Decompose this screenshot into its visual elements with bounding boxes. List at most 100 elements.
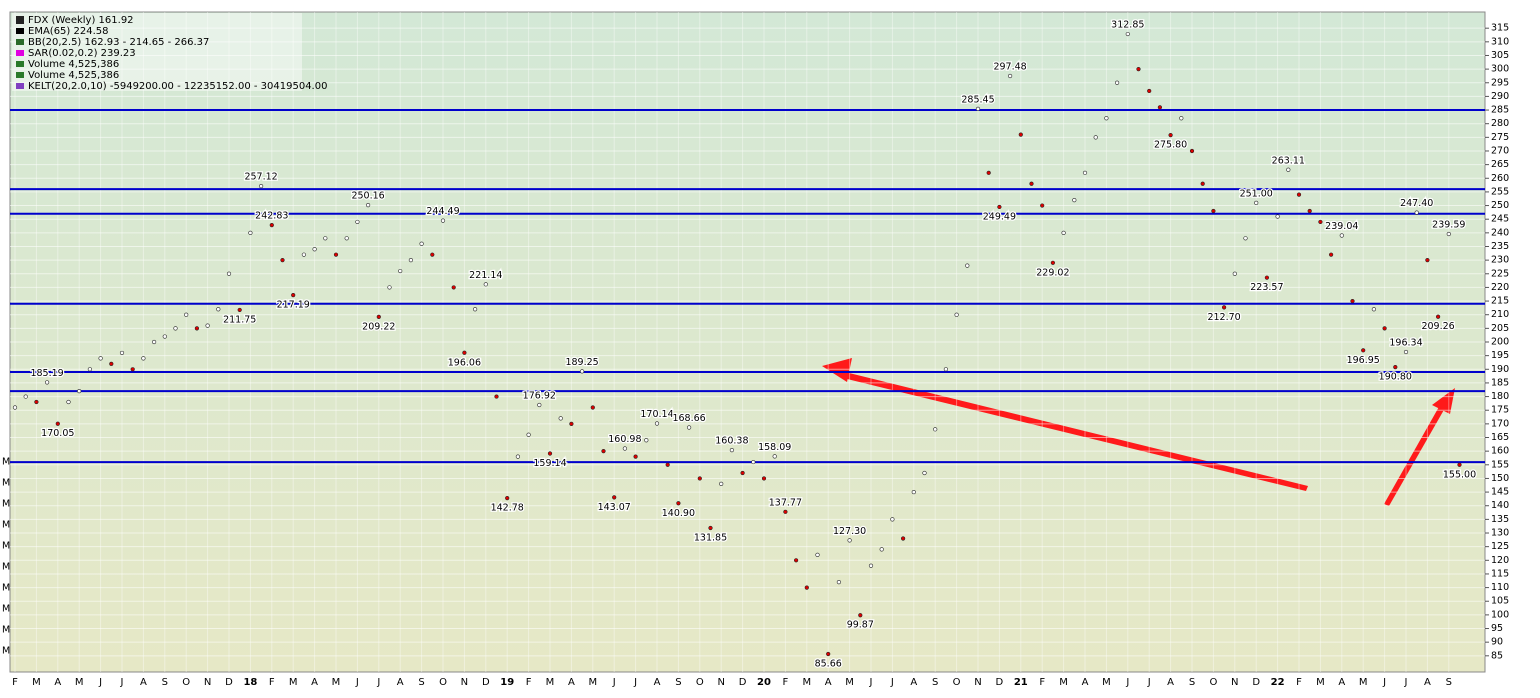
y-tick-label: 305 [1491,50,1509,61]
price-point [697,476,702,481]
price-point [473,307,478,312]
price-point [526,432,531,437]
y-tick-label: 150 [1491,473,1509,484]
price-point [398,268,403,274]
x-tick-label: M [289,677,298,688]
value-label: 239.59 [1432,219,1465,230]
price-point [184,312,189,317]
y-tick-label: 110 [1491,582,1509,593]
x-tick-label: O [439,677,447,688]
y-tick-label: 260 [1491,173,1509,184]
arrow-head [1432,388,1455,414]
price-point [751,459,756,465]
price-point [997,204,1002,210]
value-label: 190.80 [1379,372,1412,383]
y-tick-label: 230 [1491,255,1509,266]
x-tick-label: F [12,677,18,688]
y-tick-label: 300 [1491,64,1509,75]
price-point [1018,132,1023,137]
volume-axis-label: M [2,478,10,489]
y-tick-label: 290 [1491,91,1509,102]
value-label: 196.06 [448,357,481,368]
y-tick-label: 295 [1491,77,1509,88]
x-tick-label: F [1039,677,1045,688]
x-tick-label: D [225,677,233,688]
price-point [1243,236,1248,241]
price-point [130,367,135,372]
price-point [1382,326,1387,331]
price-point [868,563,874,568]
value-label: 297.48 [993,61,1026,72]
y-tick-label: 195 [1491,350,1509,361]
arrow [1384,405,1445,506]
value-label: 170.05 [41,428,74,439]
value-label: 185.19 [30,368,63,379]
legend-swatch [16,16,24,24]
price-point [665,462,670,467]
price-point [569,421,574,426]
price-point [890,517,895,522]
y-tick-label: 175 [1491,405,1509,416]
price-point [291,292,296,298]
price-point [1275,214,1280,219]
price-point [601,449,606,454]
x-tick-label: A [54,677,61,688]
price-point [152,339,157,345]
x-tick-label: A [1167,677,1174,688]
volume-axis-label: M [2,541,10,552]
value-label: 263.11 [1272,155,1305,166]
x-tick-label: J [869,677,873,688]
x-tick-label: N [974,677,981,688]
price-point [1361,348,1366,353]
price-point [1072,198,1077,203]
x-tick-label: J [1404,677,1408,688]
y-tick-label: 255 [1491,186,1509,197]
price-point [1029,181,1034,186]
x-tick-label: M [1059,677,1068,688]
price-point [676,501,681,506]
price-point [333,252,339,257]
price-point [1179,116,1184,121]
x-tick-label: S [932,677,938,688]
price-point [237,307,242,313]
price-point [1211,208,1216,214]
price-point [1328,252,1334,257]
price-point [344,236,349,241]
y-tick-label: 130 [1491,528,1509,539]
x-tick-label: J [633,677,637,688]
price-point [1125,31,1130,37]
x-tick-label: A [140,677,147,688]
arrow-head [822,358,852,382]
x-tick-label: J [98,677,102,688]
value-label: 142.78 [491,503,524,514]
price-point [729,448,735,453]
y-tick-label: 235 [1491,241,1509,252]
price-point [23,394,28,399]
volume-axis-label: M [2,562,10,573]
y-tick-label: 125 [1491,541,1509,552]
x-tick-label: J [355,677,359,688]
x-tick-label: F [269,677,275,688]
price-point [1157,105,1162,110]
legend-swatch [16,39,24,45]
price-point [943,367,949,372]
price-point [1168,133,1173,138]
legend-label: BB(20,2.5) 162.93 - 214.65 - 266.37 [28,37,209,48]
x-tick-label: M [1316,677,1325,688]
y-tick-label: 210 [1491,309,1509,320]
x-tick-label: M [1359,677,1368,688]
legend-swatch [16,72,24,78]
y-tick-label: 190 [1491,364,1509,375]
price-point [1136,67,1141,72]
price-point [1446,231,1451,237]
price-point [708,525,713,531]
legend-label: KELT(20,2.0,10) -5949200.00 - 12235152.0… [28,81,327,92]
price-point [761,476,767,481]
y-tick-label: 250 [1491,200,1509,211]
legend-swatch [16,28,24,34]
y-tick-label: 180 [1491,391,1509,402]
price-point [55,421,60,426]
x-tick-label: F [1296,677,1302,688]
price-point [462,350,467,355]
